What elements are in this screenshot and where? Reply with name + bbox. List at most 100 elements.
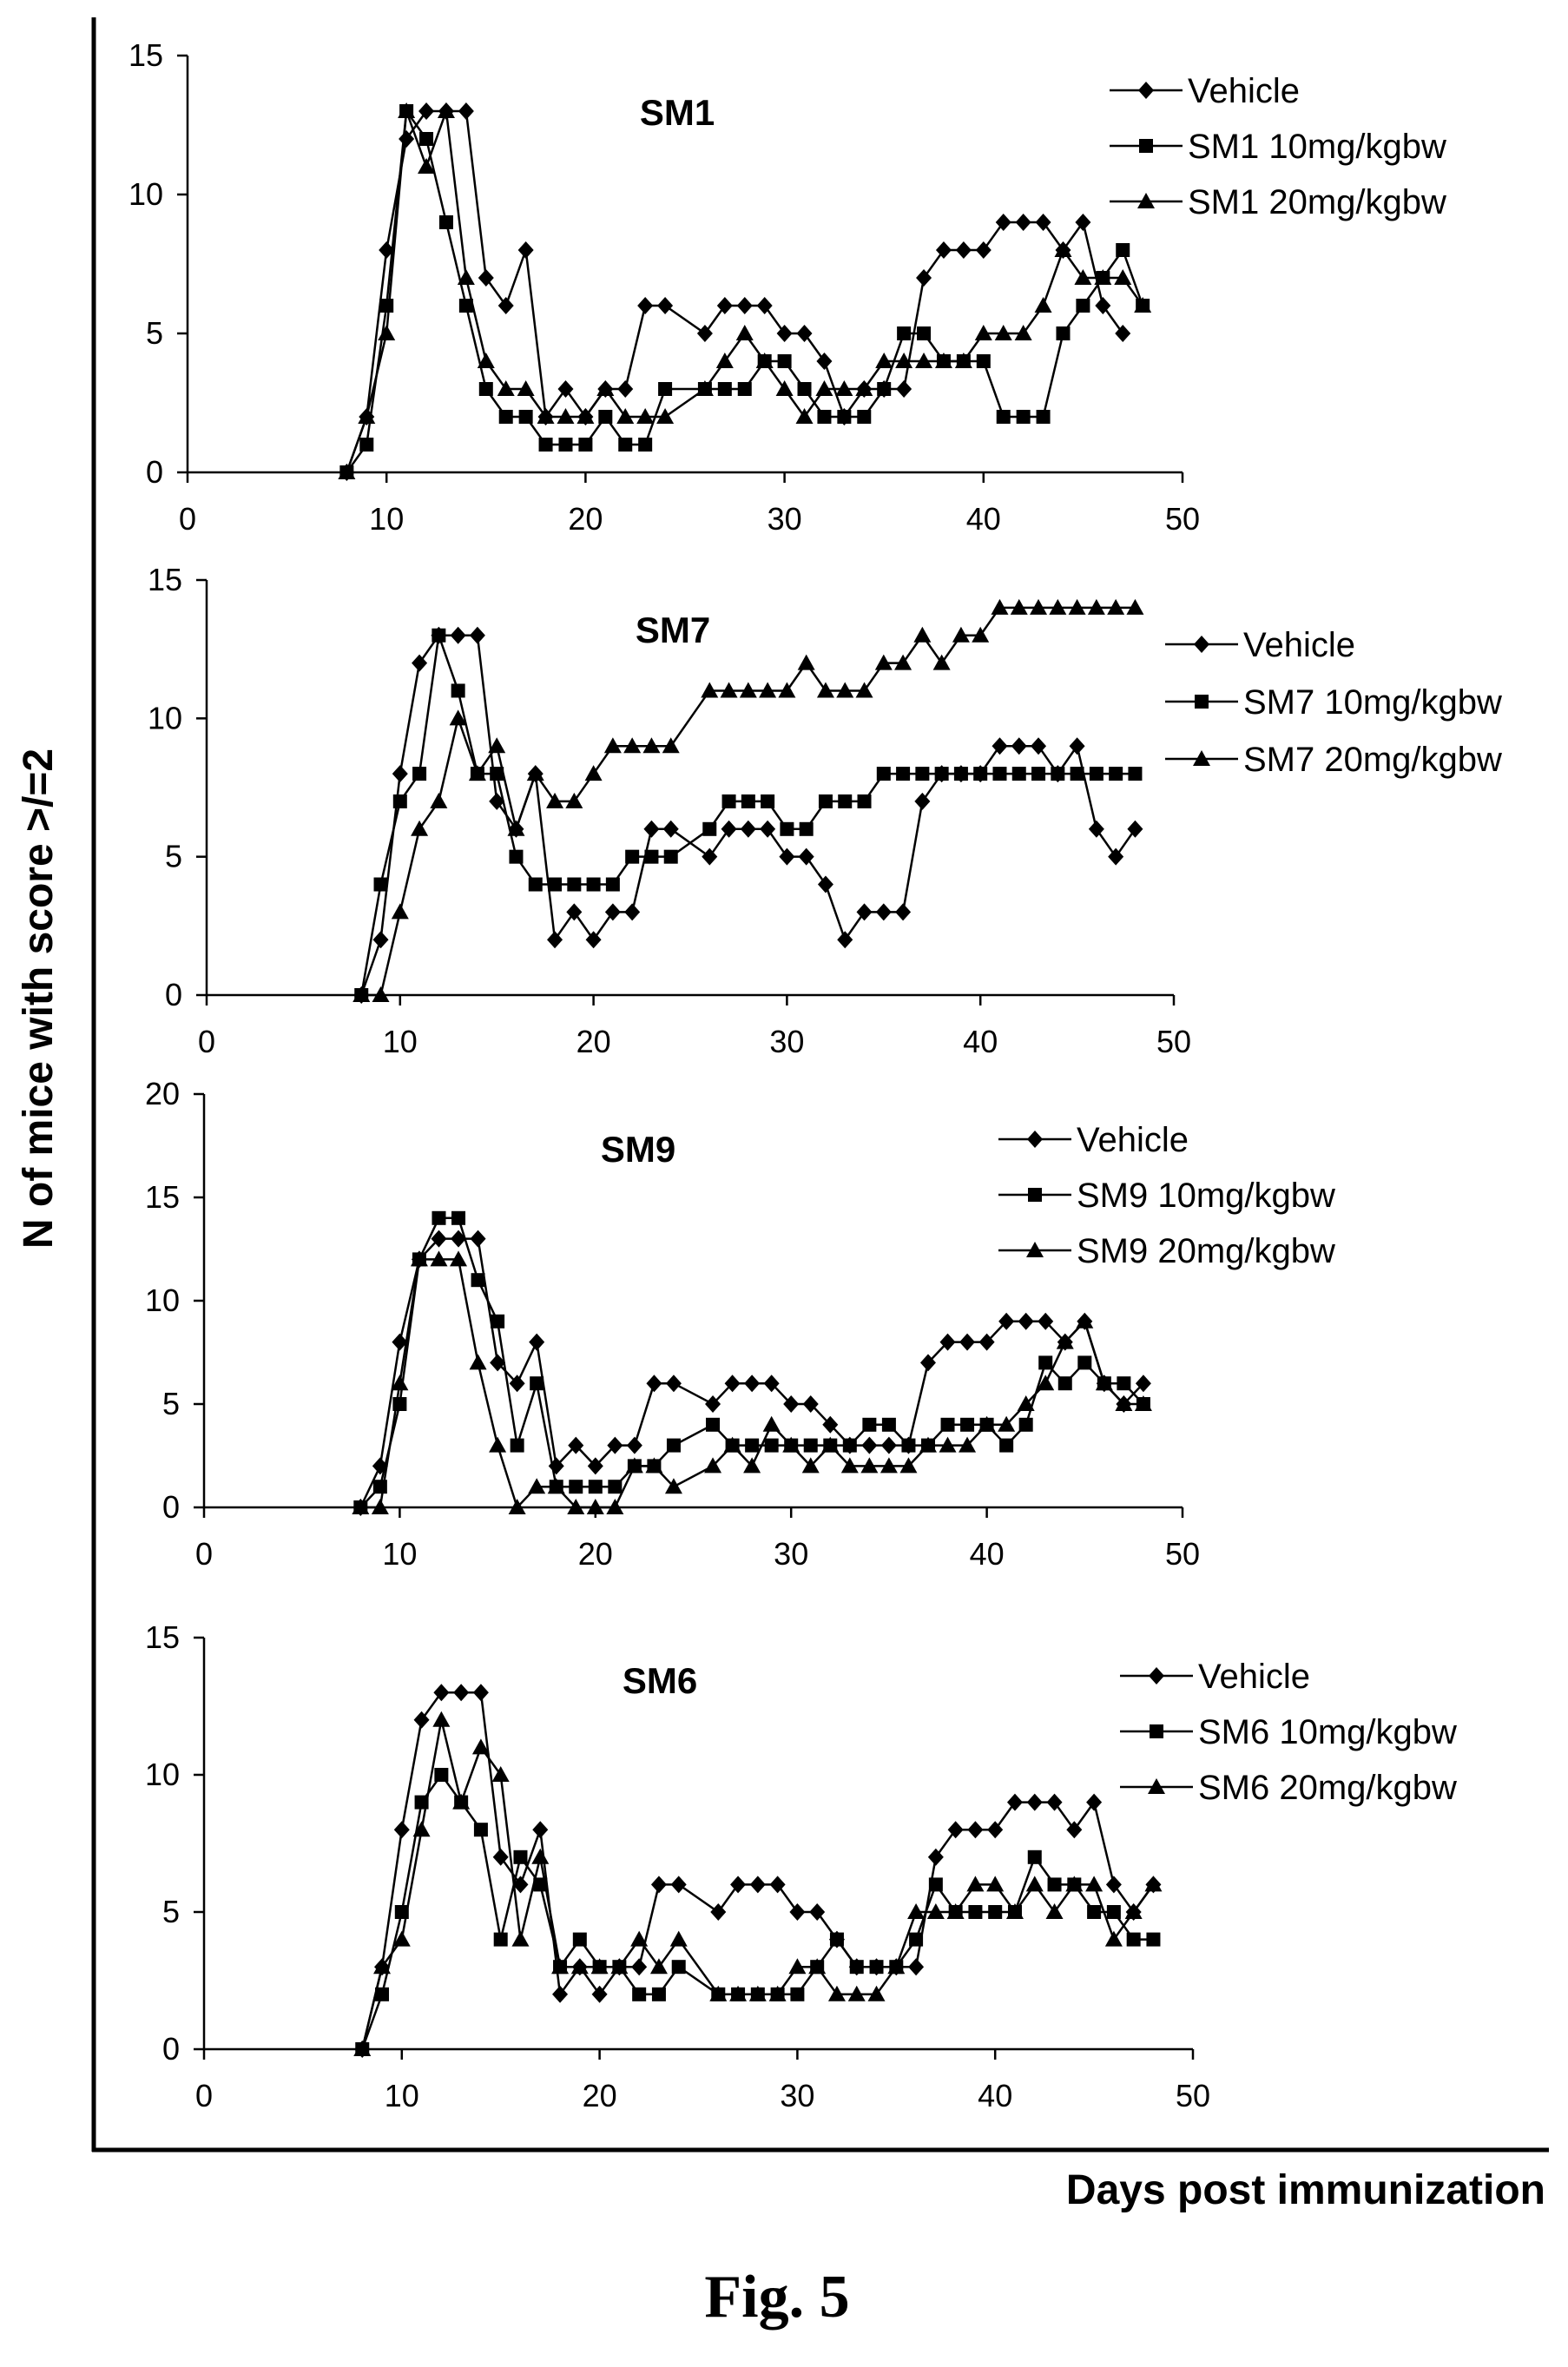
data-point xyxy=(695,380,714,396)
data-point xyxy=(451,1230,467,1248)
data-point xyxy=(616,408,635,424)
data-point xyxy=(857,794,872,808)
data-point xyxy=(809,1903,826,1921)
y-axis-title: N of mice with score >/=2 xyxy=(16,748,62,1249)
data-point xyxy=(658,382,673,396)
data-point xyxy=(939,1436,957,1453)
data-point xyxy=(960,1417,975,1432)
data-point xyxy=(371,1499,389,1514)
data-point xyxy=(835,380,853,396)
data-point xyxy=(643,820,660,838)
data-point xyxy=(598,410,613,424)
data-point xyxy=(775,380,794,396)
data-point xyxy=(449,709,467,726)
data-point xyxy=(548,877,563,892)
data-point xyxy=(450,626,466,644)
data-point xyxy=(1065,1876,1084,1892)
data-point xyxy=(490,767,504,781)
x-tick-label: 30 xyxy=(768,501,802,537)
data-point xyxy=(1011,767,1026,781)
data-point xyxy=(372,986,390,1002)
data-point xyxy=(816,682,834,698)
data-point xyxy=(1076,299,1090,313)
data-point xyxy=(928,1877,943,1892)
data-point xyxy=(477,353,495,368)
series-diamond xyxy=(354,1684,1162,2058)
data-point xyxy=(896,767,911,781)
data-point xyxy=(706,1417,721,1432)
data-point xyxy=(818,794,833,808)
data-point xyxy=(1045,1903,1064,1919)
data-point xyxy=(606,1499,624,1514)
data-point xyxy=(1116,243,1130,257)
data-point xyxy=(992,767,1007,781)
data-point xyxy=(1035,214,1051,231)
data-point xyxy=(529,1333,545,1351)
data-point xyxy=(1127,820,1143,838)
data-point xyxy=(994,325,1012,340)
data-point xyxy=(432,1210,446,1225)
data-point xyxy=(899,1457,918,1474)
data-point xyxy=(881,1417,896,1432)
data-point xyxy=(798,847,814,866)
x-tick-label: 40 xyxy=(970,1536,1005,1572)
data-point xyxy=(438,215,453,229)
data-point xyxy=(789,1903,806,1921)
series-line xyxy=(361,1691,1155,2050)
data-point xyxy=(378,325,396,340)
data-point xyxy=(788,1958,807,1975)
x-tick-label: 10 xyxy=(369,501,404,537)
data-point xyxy=(508,1499,526,1514)
y-tick-label: 10 xyxy=(145,1757,180,1792)
legend-label: SM1 20mg/kgbw xyxy=(1188,183,1446,221)
data-point xyxy=(795,408,814,424)
data-point xyxy=(926,1903,945,1919)
data-point xyxy=(1115,1395,1133,1411)
data-point xyxy=(709,1985,728,2001)
data-point xyxy=(877,382,892,396)
data-point xyxy=(379,241,395,259)
data-point xyxy=(528,877,543,892)
data-point xyxy=(1124,1903,1143,1919)
data-point xyxy=(566,903,583,921)
data-point xyxy=(498,410,513,424)
series-triangle xyxy=(352,1250,1152,1514)
data-point xyxy=(946,1903,965,1919)
data-point xyxy=(998,1415,1016,1432)
data-point xyxy=(359,438,374,452)
data-point xyxy=(974,325,992,340)
data-point xyxy=(1094,269,1112,285)
data-point xyxy=(978,1415,996,1432)
data-point xyxy=(895,903,912,921)
data-point xyxy=(1006,1793,1023,1811)
data-point xyxy=(432,628,446,643)
data-point xyxy=(966,1876,985,1892)
data-point xyxy=(585,931,602,949)
data-point xyxy=(457,269,475,285)
data-point xyxy=(972,626,990,643)
data-point xyxy=(645,1457,663,1474)
data-point xyxy=(526,765,544,781)
data-point xyxy=(432,1711,451,1727)
data-point xyxy=(568,1436,584,1454)
data-point xyxy=(551,1958,570,1975)
x-tick-label: 20 xyxy=(576,1024,611,1059)
legend-marker xyxy=(1149,1667,1164,1685)
series-diamond xyxy=(339,102,1131,481)
data-point xyxy=(829,1932,844,1947)
data-point xyxy=(756,297,773,314)
data-point xyxy=(919,1436,937,1453)
data-point xyxy=(914,792,931,810)
data-point xyxy=(509,849,524,864)
legend-entry: SM1 10mg/kgbw xyxy=(1110,128,1446,166)
data-point xyxy=(968,1905,983,1919)
data-point xyxy=(915,353,933,368)
data-point xyxy=(952,626,970,643)
data-point xyxy=(471,1273,485,1288)
data-point xyxy=(855,682,873,698)
data-point xyxy=(1054,241,1072,257)
data-point xyxy=(1056,326,1071,340)
x-tick-label: 50 xyxy=(1165,1536,1200,1572)
data-point xyxy=(588,1480,603,1494)
